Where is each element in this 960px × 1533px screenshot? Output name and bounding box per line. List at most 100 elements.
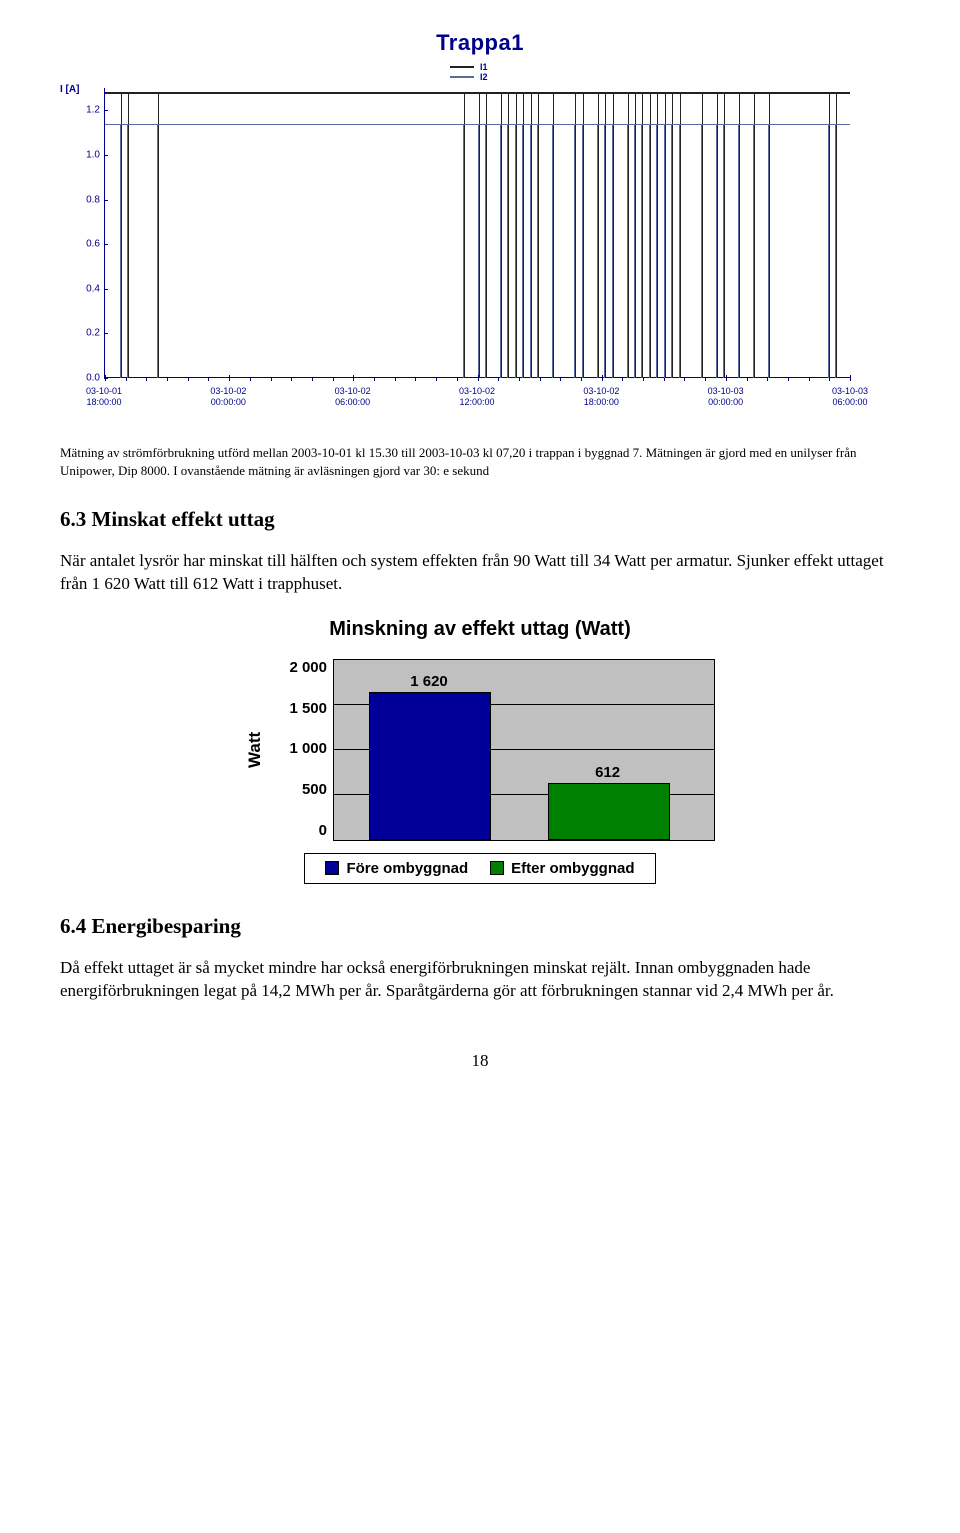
chart1-xtick (167, 378, 168, 381)
section-6-3-body: När antalet lysrör har minskat till hälf… (60, 550, 900, 596)
chart2-title: Minskning av effekt uttag (Watt) (60, 618, 900, 641)
chart1-spike (121, 92, 122, 378)
chart1-y-axis-label: I [A] (60, 84, 79, 95)
chart1-xtick (560, 378, 561, 381)
chart1-spike (769, 92, 770, 378)
chart1-xtick-label: 03-10-0300:00:00 (708, 386, 744, 408)
chart1-xtick (374, 378, 375, 381)
chart1-xtick (705, 378, 706, 381)
chart1-xtick (312, 378, 313, 381)
chart2-legend: Före ombyggnad Efter ombyggnad (304, 853, 656, 884)
chart1-xtick (726, 375, 727, 381)
chart1-xtick (126, 378, 127, 381)
chart1-spike (613, 92, 614, 378)
chart1-spike (158, 92, 159, 378)
legend-swatch (325, 861, 339, 875)
chart2-legend-item: Före ombyggnad (325, 860, 468, 877)
chart1-spike (479, 92, 480, 378)
chart1-xtick (333, 378, 334, 381)
chart1-xtick (850, 375, 851, 381)
chart1-spike (702, 92, 703, 378)
legend-swatch-i2 (450, 76, 474, 78)
chart1-spike (516, 92, 517, 378)
chart1-xtick (519, 378, 520, 381)
chart1-xtick (747, 378, 748, 381)
chart2-y-axis-ticks: 2 0001 5001 0005000 (273, 659, 333, 839)
chart2-ytick-label: 1 000 (273, 740, 327, 757)
chart1-xtick (540, 378, 541, 381)
chart1-spike (598, 92, 599, 378)
chart2-ytick-label: 2 000 (273, 659, 327, 676)
legend-label: Före ombyggnad (346, 860, 468, 877)
chart1-xtick (684, 378, 685, 381)
chart1-xtick (250, 378, 251, 381)
chart1-xtick (105, 375, 106, 381)
chart1-spike (575, 92, 576, 378)
chart2-y-axis-label: Watt (245, 659, 265, 841)
chart1-spike (464, 92, 465, 378)
chart1-xtick (622, 378, 623, 381)
chart1-xtick (602, 375, 603, 381)
chart1-spike (680, 92, 681, 378)
chart1-spike (486, 92, 487, 378)
chart1-spike (508, 92, 509, 378)
legend-swatch-i1 (450, 66, 474, 68)
chart1-xtick (436, 378, 437, 381)
chart2-ytick-label: 500 (273, 781, 327, 798)
chart1-xtick-label: 03-10-0212:00:00 (459, 386, 495, 408)
chart1-spike (650, 92, 651, 378)
chart1-xtick (415, 378, 416, 381)
chart1-spike (657, 92, 658, 378)
chart1-xtick (146, 378, 147, 381)
chart1-spike (605, 92, 606, 378)
chart1-title: Trappa1 (60, 30, 900, 56)
chart1-spike (523, 92, 524, 378)
chart1-spike (836, 92, 837, 378)
chart1-xtick (498, 378, 499, 381)
chart1-xtick (478, 375, 479, 381)
chart1-spike (739, 92, 740, 378)
chart1-spike (754, 92, 755, 378)
chart1-xtick (291, 378, 292, 381)
chart1-spike (538, 92, 539, 378)
legend-swatch (490, 861, 504, 875)
section-6-4-body: Då effekt uttaget är så mycket mindre ha… (60, 957, 900, 1003)
chart1-spike (531, 92, 532, 378)
chart1-spike (724, 92, 725, 378)
chart1-caption: Mätning av strömförbrukning utförd mella… (60, 444, 900, 479)
chart1-xtick-label: 03-10-0206:00:00 (335, 386, 371, 408)
chart1-xtick (395, 378, 396, 381)
chart1-xtick-label: 03-10-0200:00:00 (210, 386, 246, 408)
chart1-xtick (767, 378, 768, 381)
chart2-ytick-label: 1 500 (273, 700, 327, 717)
chart1-spike (829, 92, 830, 378)
chart1-spike (672, 92, 673, 378)
chart1-series-1 (105, 92, 850, 94)
chart1-xtick (829, 378, 830, 381)
chart1-xtick-label: 03-10-0306:00:00 (832, 386, 868, 408)
chart1-xtick (208, 378, 209, 381)
chart1-spike (128, 92, 129, 378)
legend-label-i1: I1 (480, 62, 488, 72)
chart1-xtick (809, 378, 810, 381)
chart2-bar-value-label: 1 620 (410, 673, 448, 690)
chart1-spike (501, 92, 502, 378)
chart1-xtick (788, 378, 789, 381)
chart1-spike (628, 92, 629, 378)
chart2-bar-before (369, 692, 491, 840)
page-number: 18 (60, 1051, 900, 1071)
legend-label-i2: I2 (480, 72, 488, 82)
chart1-spike (553, 92, 554, 378)
chart1-spike (665, 92, 666, 378)
chart1-spike (642, 92, 643, 378)
chart1-xtick (188, 378, 189, 381)
section-6-4-heading: 6.4 Energibesparing (60, 914, 900, 939)
chart2-plot-area: Watt 2 0001 5001 0005000 1 620612 (245, 659, 715, 841)
chart1-plot-area: I [A] 1.21.00.80.60.40.20.0 03-10-0118:0… (60, 88, 860, 418)
chart1-series-2 (105, 124, 850, 125)
chart2-bar-value-label: 612 (595, 764, 620, 781)
chart1-xtick (581, 378, 582, 381)
section-6-3-heading: 6.3 Minskat effekt uttag (60, 507, 900, 532)
chart1-xtick (271, 378, 272, 381)
legend-label: Efter ombyggnad (511, 860, 634, 877)
